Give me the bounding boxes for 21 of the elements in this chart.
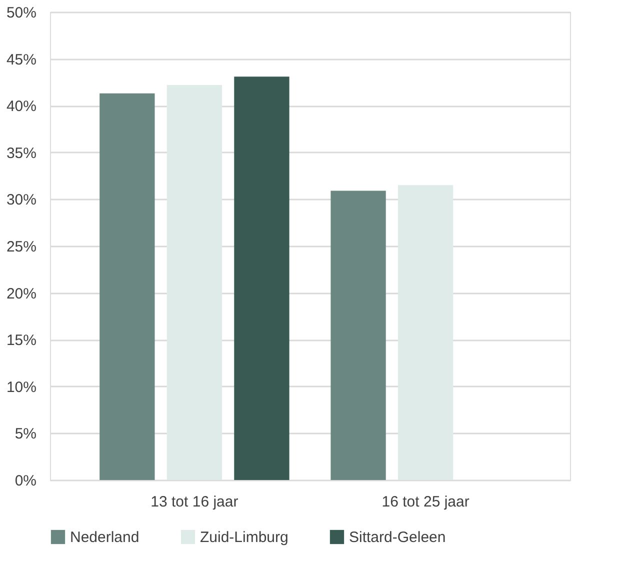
bar <box>398 185 454 480</box>
y-tick-label: 30% <box>6 192 36 209</box>
y-tick-label: 45% <box>6 51 36 68</box>
y-tick-label: 40% <box>6 98 36 116</box>
legend-label: Nederland <box>70 529 140 546</box>
y-tick-label: 5% <box>14 426 36 443</box>
legend-label: Sittard-Geleen <box>349 529 446 546</box>
y-tick-label: 35% <box>6 144 36 162</box>
y-tick-label: 10% <box>6 378 36 396</box>
bar <box>234 76 290 480</box>
x-tick-label: 13 tot 16 jaar <box>150 494 238 510</box>
x-tick-label: 16 tot 25 jaar <box>382 494 470 510</box>
bar <box>330 190 386 480</box>
y-tick-label: 50% <box>6 4 36 22</box>
y-tick-label: 15% <box>6 332 36 350</box>
y-tick-label: 20% <box>6 285 36 302</box>
bar <box>166 85 222 480</box>
legend-label: Zuid-Limburg <box>200 529 288 546</box>
y-tick-label: 25% <box>6 238 36 256</box>
bar <box>100 93 155 480</box>
y-tick-label: 0% <box>14 472 36 490</box>
